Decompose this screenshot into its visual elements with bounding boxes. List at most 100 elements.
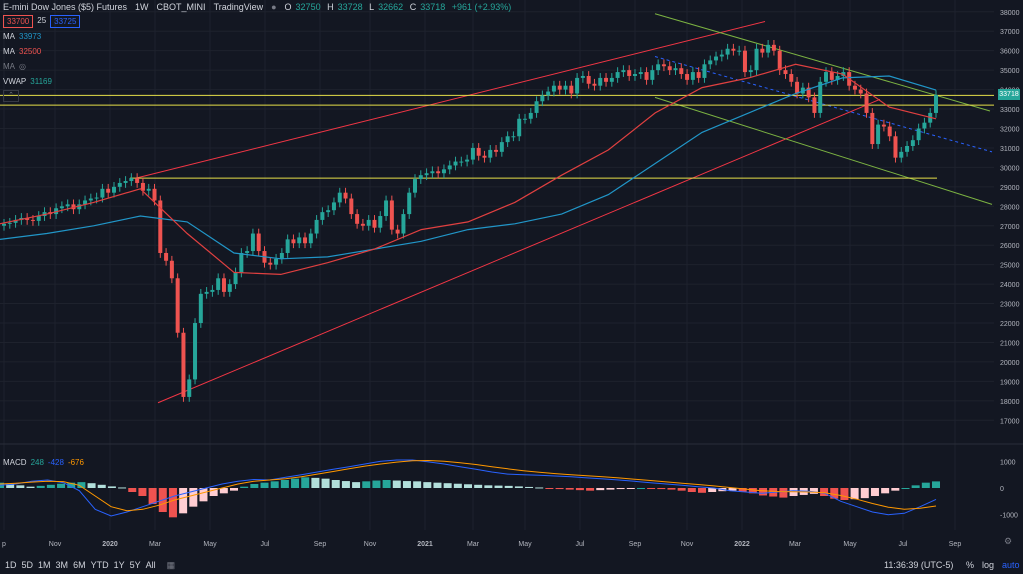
macd-histogram-bar [555,488,564,490]
symbol-title[interactable]: E-mini Dow Jones ($5) Futures [3,2,128,12]
candle [193,323,198,380]
candle [447,165,452,170]
candle [343,192,348,199]
candle [760,48,765,53]
timeframe-1y[interactable]: 1Y [113,560,125,570]
vwap-label: VWAP [3,77,27,86]
candle [719,54,724,57]
log-toggle[interactable]: log [982,560,995,570]
candle [111,186,116,193]
macd-histogram-bar [901,488,910,489]
timeframe-3m[interactable]: 3M [55,560,69,570]
macd-histogram-bar [779,488,788,498]
collapse-chevron-icon[interactable]: ⌃ [3,90,19,102]
candle [731,48,736,51]
candle [331,202,336,211]
macd-histogram-bar [545,488,554,489]
macd-histogram-bar [128,488,137,492]
bid-button[interactable]: 33700 [3,14,34,28]
timeframe-6m[interactable]: 6M [73,560,86,570]
macd-histogram-bar [504,485,513,488]
x-tick-label: Jul [261,541,270,548]
hidden-eye-icon[interactable]: ◎ [19,62,26,71]
candle [604,77,609,82]
timeframe-1d[interactable]: 1D [5,560,17,570]
y-tick-label: 22000 [1000,321,1020,328]
candle [812,97,817,113]
candle [372,219,377,228]
candle [366,219,371,226]
macd-legend[interactable]: MACD 248 -428 -676 [3,456,84,470]
candle [407,192,412,215]
x-tick-label: Jul [899,541,908,548]
macd-histogram-bar [168,488,177,518]
ma1-legend[interactable]: MA 33973 [3,30,41,44]
candle [673,68,678,71]
macd-histogram-bar [596,488,605,491]
candle [679,68,684,75]
ma3-legend[interactable]: MA ◎ [3,60,26,74]
y-tick-label: 28000 [1000,204,1020,211]
macd-histogram-bar [331,480,340,488]
candle [528,112,533,119]
vwap-legend[interactable]: VWAP 31169 [3,75,52,89]
candle [94,197,99,199]
candle [656,64,661,71]
macd-histogram-bar [830,488,839,499]
timeframe-5y[interactable]: 5Y [129,560,141,570]
candle [204,291,209,294]
calendar-icon[interactable]: ▦ [166,559,176,570]
candle [430,171,435,174]
macd-histogram-bar [738,488,747,492]
macd-tick-label: -1000 [1000,513,1018,520]
interval[interactable]: 1W [135,2,149,12]
x-tick-label: Mar [467,541,480,548]
ma2-legend[interactable]: MA 32500 [3,45,41,59]
candle [667,66,672,71]
macd-histogram-bar [77,482,86,488]
x-tick-label: May [518,541,532,548]
settings-gear-icon[interactable]: ⚙ [1004,536,1013,546]
candle [418,175,423,180]
x-tick-label: Sep [949,541,962,548]
macd-histogram-bar [423,482,432,488]
candle [858,89,863,94]
ma1-value: 33973 [19,32,42,41]
candle [326,210,331,213]
candle [893,136,898,158]
candle [227,284,232,292]
timeframe-5d[interactable]: 5D [21,560,34,570]
ask-button[interactable]: 33725 [50,14,81,28]
y-tick-label: 30000 [1000,165,1020,172]
trendline-green-lower [654,96,993,205]
auto-toggle[interactable]: auto [1002,560,1020,570]
y-tick-label: 20000 [1000,360,1020,367]
candle [864,93,869,113]
timeframe-1m[interactable]: 1M [38,560,51,570]
candle [239,252,244,273]
timeframe-ytd[interactable]: YTD [90,560,109,570]
candle [922,122,927,129]
x-tick-label: 2021 [417,541,433,548]
candle [934,95,938,113]
candle [505,136,510,143]
candle [146,188,151,191]
candle [30,219,35,221]
macd-histogram-bar [647,488,656,489]
ma1-label: MA [3,32,15,41]
timeframe-all[interactable]: All [145,560,156,570]
low-value: 32662 [378,2,404,12]
macd-histogram-bar [728,488,737,491]
y-tick-label: 36000 [1000,49,1020,56]
candle [795,81,800,94]
time-display[interactable]: 11:36:39 (UTC-5) [884,560,954,570]
candle [285,239,290,253]
candle [210,289,215,292]
chart-header: E-mini Dow Jones ($5) Futures 1W CBOT_MI… [3,0,515,14]
percent-toggle[interactable]: % [966,560,975,570]
candle [65,204,70,207]
y-tick-label: 25000 [1000,263,1020,270]
candle [216,278,221,290]
candle [459,161,464,163]
